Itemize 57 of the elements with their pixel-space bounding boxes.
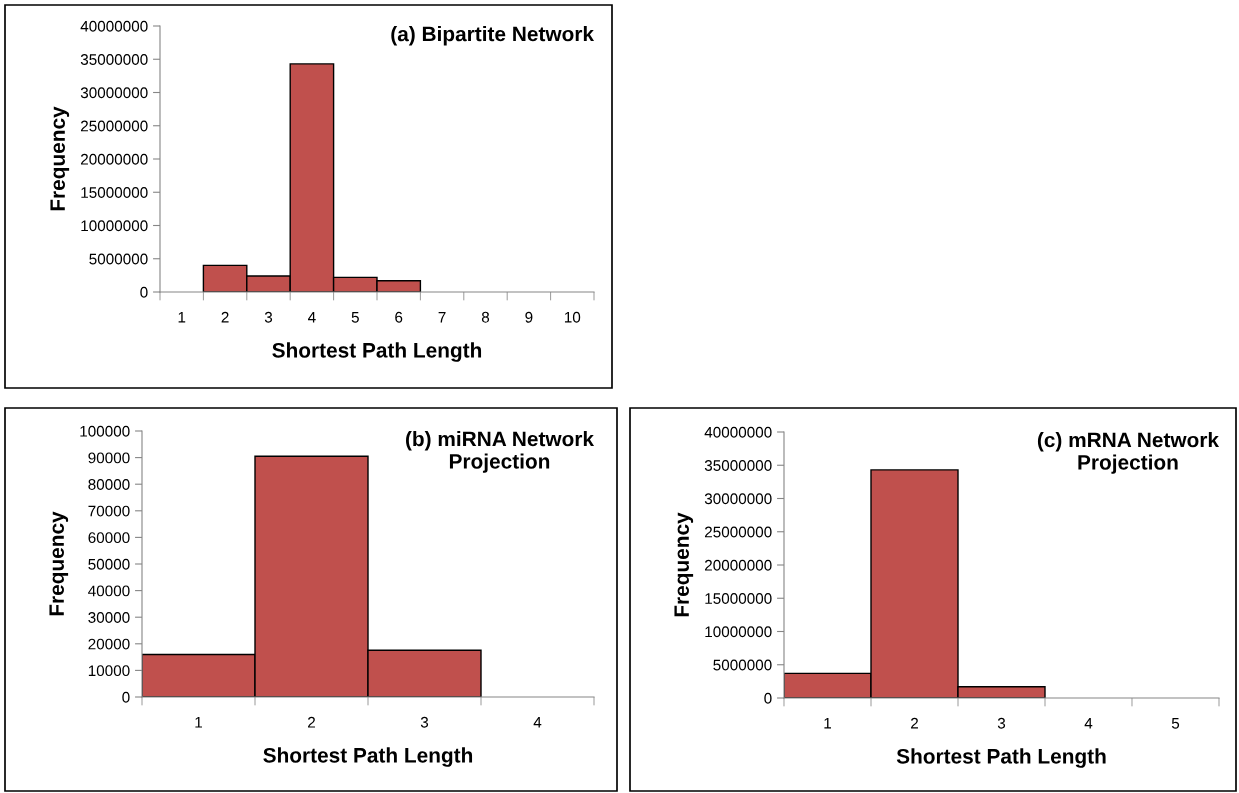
x-axis-title: Shortest Path Length [272,342,482,362]
y-axis-title: Frequency [674,512,694,617]
x-tick-label: 7 [438,312,446,323]
x-tick-label: 4 [533,717,542,728]
y-tick-label: 0 [764,692,772,704]
y-tick-label: 25000000 [81,120,148,132]
y-tick-label: 30000 [88,612,130,623]
y-tick-label: 15000000 [81,187,148,198]
x-tick-label: 8 [481,311,490,323]
x-tick-label: 2 [911,717,918,729]
y-tick-label: 0 [140,286,148,298]
y-tick-label: 35000000 [80,54,148,65]
x-tick-label: 3 [264,311,273,323]
y-tick-label: 20000 [88,638,130,650]
y-tick-label: 30000000 [704,493,772,505]
x-tick-label: 3 [997,717,1006,729]
x-tick-label: 10 [564,311,581,323]
x-tick-label: 2 [221,311,229,323]
y-tick-label: 5000000 [89,253,148,265]
y-tick-label: 80000 [88,479,130,490]
y-tick-label: 40000 [88,585,130,597]
x-tick-label: 1 [178,312,186,323]
text: (b) miRNA Network Projection [406,431,595,473]
x-tick-label: 1 [824,718,831,729]
y-tick-label: 0 [122,691,130,703]
y-tick-label: 30000000 [80,87,148,99]
y-axis-title: Frequency [50,106,70,211]
y-tick-label: 5000000 [713,659,772,671]
y-tick-label: 20000000 [81,153,148,165]
y-tick-label: 40000000 [704,426,772,438]
y-axis-title: Frequency [49,511,69,616]
y-tick-label: 20000000 [705,559,772,571]
x-tick-label: 3 [420,716,429,728]
y-tick-label: 60000 [88,532,130,544]
y-tick-label: 15000000 [705,593,772,604]
x-tick-label: 4 [308,312,316,323]
x-tick-label: 4 [1084,718,1093,729]
x-axis-title: Shortest Path Length [896,748,1106,768]
x-tick-label: 6 [395,311,403,323]
y-tick-label: 90000 [88,452,130,464]
y-tick-label: 10000000 [81,220,148,232]
chart-title: (a) Bipartite Network [391,26,595,46]
y-tick-label: 25000000 [705,526,772,538]
x-axis-title: Shortest Path Length [263,747,473,767]
x-tick-label: 5 [351,312,359,323]
text: (c) mRNA Network Projection [1037,432,1220,474]
y-tick-label: 10000000 [705,626,772,638]
y-tick-label: 35000000 [704,460,772,471]
y-tick-label: 10000 [88,665,130,677]
x-tick-label: 5 [1171,718,1180,729]
y-tick-label: 50000 [88,558,130,570]
y-tick-label: 70000 [88,505,130,517]
x-tick-label: 9 [525,311,533,323]
y-tick-label: 40000000 [80,20,148,32]
y-tick-label: 100000 [80,425,130,437]
x-tick-label: 1 [195,717,202,728]
x-tick-label: 2 [308,716,315,728]
